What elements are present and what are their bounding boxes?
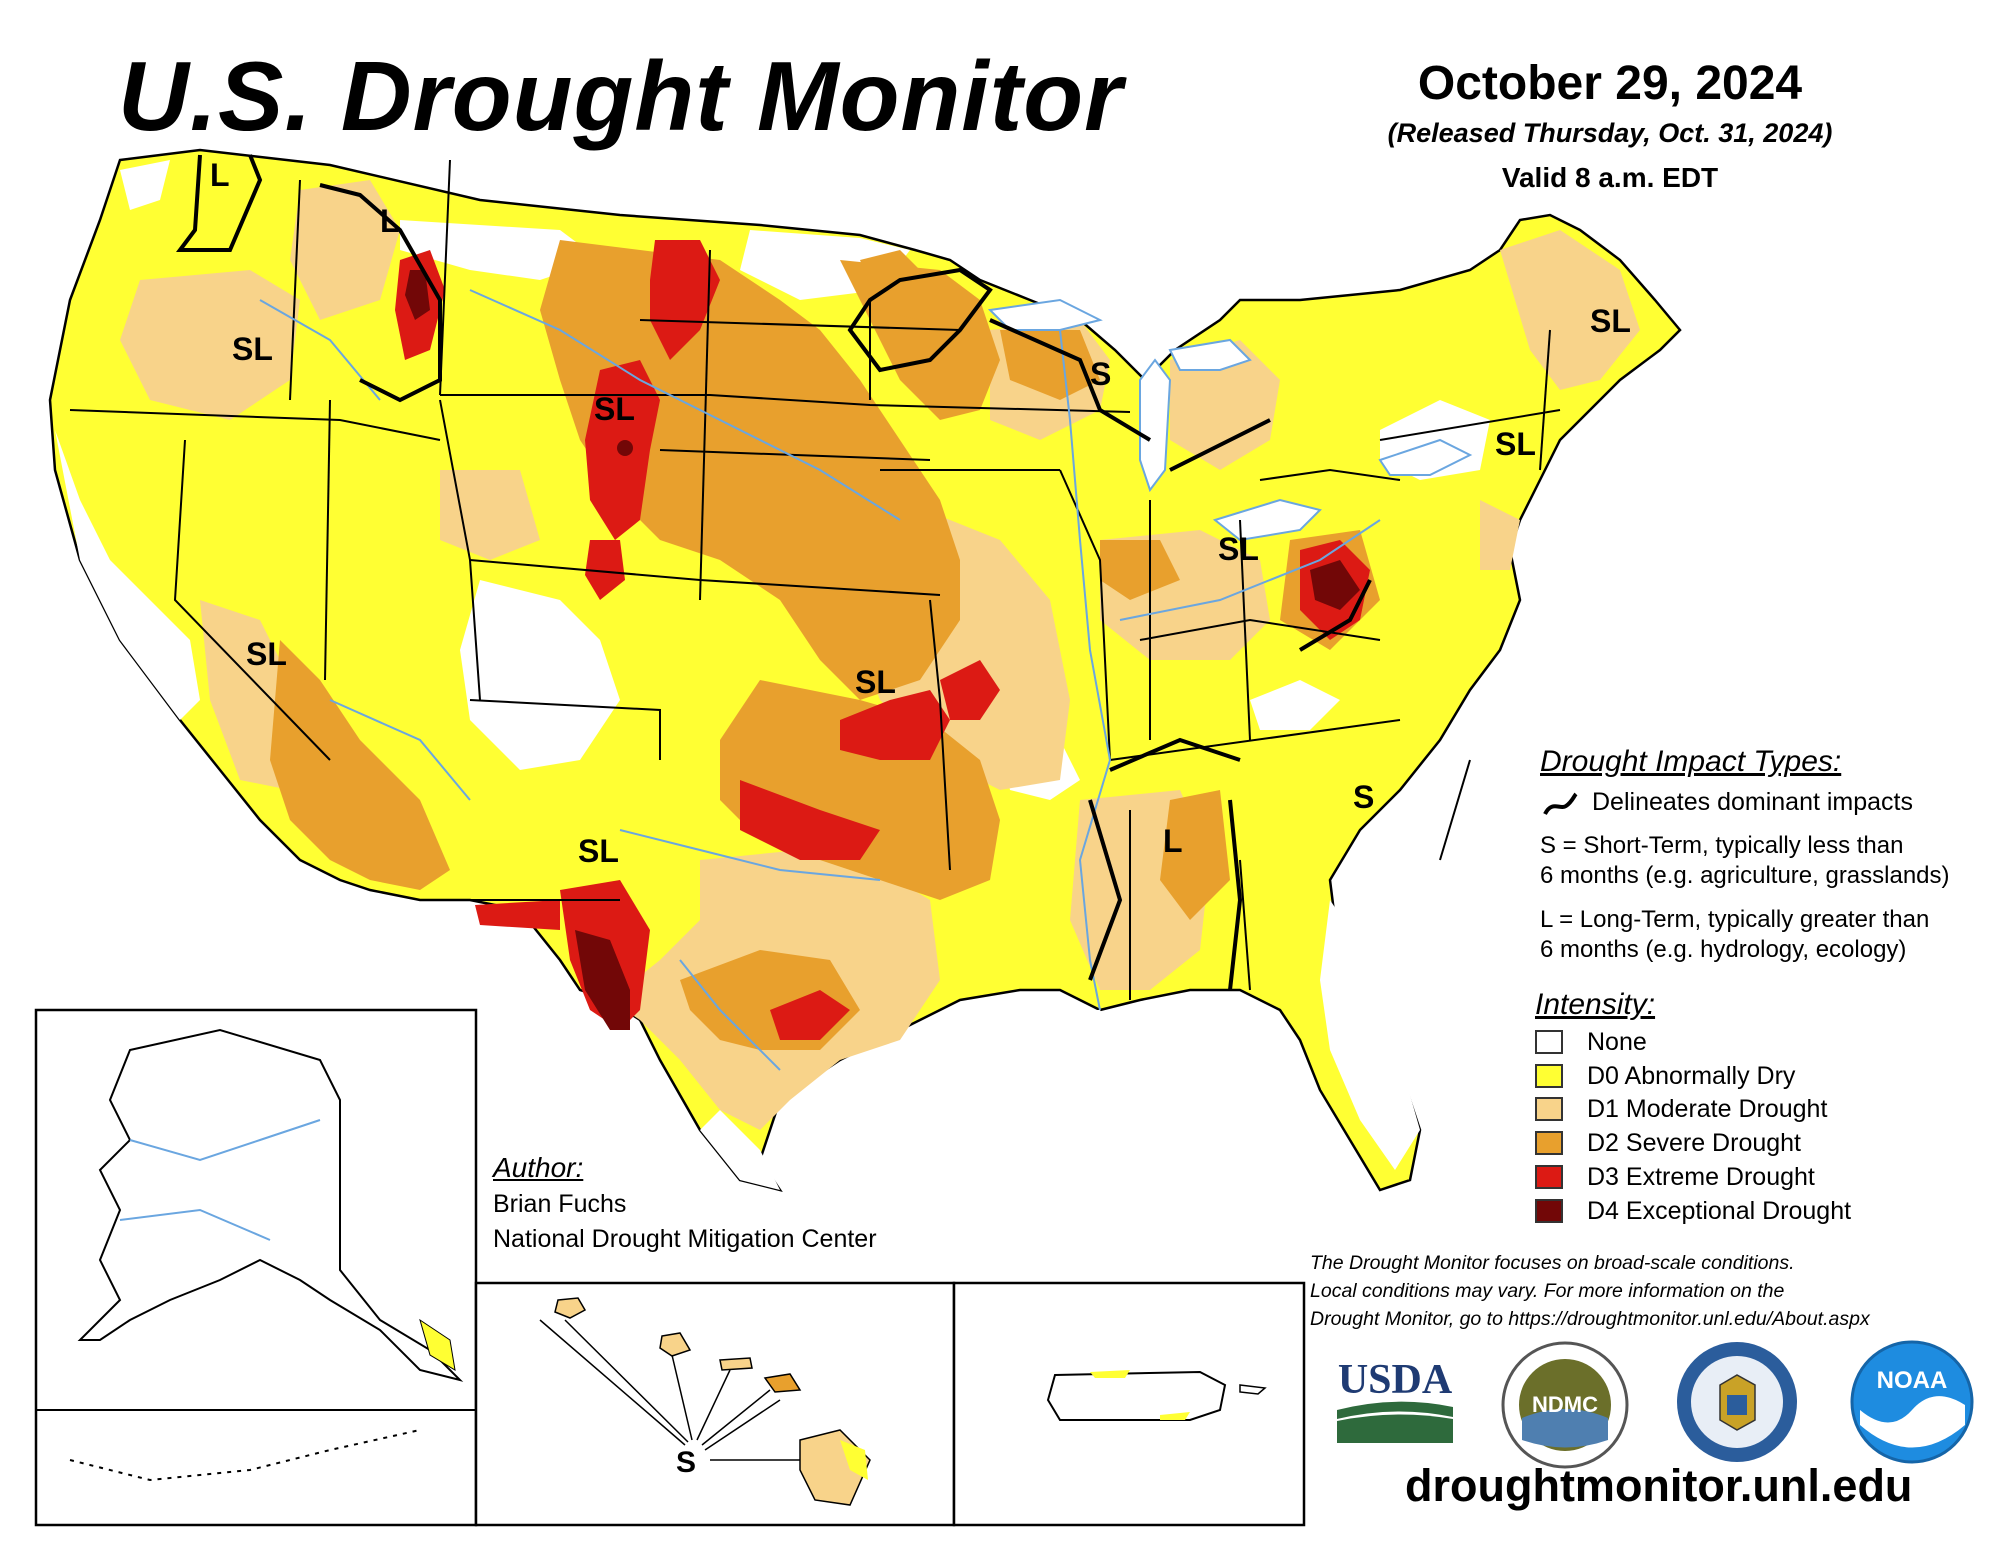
legend-swatch [1535, 1064, 1563, 1088]
legend-swatch [1535, 1199, 1563, 1223]
legend-item-d4: D4 Exceptional Drought [1535, 1196, 1851, 1226]
map-label-sl-nevada: SL [246, 636, 287, 672]
impact-delineation-lines [176, 154, 1372, 991]
legend-item-d0: D0 Abnormally Dry [1535, 1061, 1795, 1091]
map-label-s-wisconsin: S [1090, 356, 1111, 392]
rivers [259, 289, 1381, 1071]
svg-text:USDA: USDA [1338, 1357, 1453, 1403]
legend-item-none: None [1535, 1027, 1647, 1057]
website-link[interactable]: droughtmonitor.unl.edu [1405, 1460, 1913, 1511]
map-label-sl-wyoming: SL [594, 391, 635, 427]
legend-label: D0 Abnormally Dry [1587, 1061, 1796, 1090]
disclaimer-line3[interactable]: Drought Monitor, go to https://droughtmo… [1310, 1308, 1870, 1330]
map-label-l-washington: L [210, 157, 230, 193]
intensity-title: Intensity: [1535, 988, 1656, 1021]
map-date: October 29, 2024 [1417, 57, 1803, 110]
legend-swatch [1535, 1030, 1563, 1054]
impact-types-title: Drought Impact Types: [1540, 745, 1842, 778]
d4-areas [405, 270, 1360, 1030]
svg-text:NDMC: NDMC [1532, 1392, 1598, 1417]
state-borders [69, 159, 1561, 1000]
map-label-sl-kansas: SL [855, 664, 896, 700]
map-label-sl-maine: SL [1590, 303, 1631, 339]
hawaii-inset: S [474, 1281, 956, 1527]
disclaimer-line2: Local conditions may vary. For more info… [1310, 1280, 1785, 1302]
water-bodies [987, 298, 1473, 542]
delineation-line-glyph [1543, 792, 1578, 816]
page-title: U.S. Drought Monitor [118, 41, 1124, 151]
puerto-rico-inset [952, 1281, 1306, 1527]
alaska-inset [34, 1008, 478, 1527]
legend-swatch [1535, 1097, 1563, 1121]
legend-label: D2 Severe Drought [1587, 1128, 1802, 1157]
legend-item-d1: D1 Moderate Drought [1535, 1094, 1827, 1124]
author-title: Author: [493, 1152, 584, 1183]
legend-label: None [1587, 1027, 1647, 1056]
legend-item-d2: D2 Severe Drought [1535, 1128, 1801, 1158]
map-label-sl-oregon: SL [232, 331, 273, 367]
alaska-shape [77, 1028, 464, 1382]
impact-short-term-line2: 6 months (e.g. agriculture, grasslands) [1540, 862, 1950, 889]
ndmc-logo[interactable]: NDMC [1500, 1340, 1630, 1470]
impact-long-term-line1: L = Long-Term, typically greater than [1540, 906, 1930, 933]
usda-logo[interactable]: USDA [1335, 1355, 1455, 1445]
doc-seal-logo[interactable] [1675, 1340, 1800, 1465]
impact-long-term-line2: 6 months (e.g. hydrology, ecology) [1540, 936, 1907, 963]
legend-swatch [1535, 1131, 1563, 1155]
map-label-l-mississippi: L [1163, 823, 1183, 859]
legend-label: D3 Extreme Drought [1587, 1162, 1815, 1191]
disclaimer-line1: The Drought Monitor focuses on broad-sca… [1310, 1252, 1795, 1274]
map-label-l-idaho: L [380, 203, 400, 239]
map-label-s-hawaii: S [676, 1446, 696, 1479]
impact-delineates-label: Delineates dominant impacts [1592, 788, 1913, 816]
legend-item-d3: D3 Extreme Drought [1535, 1162, 1815, 1192]
author-name: Brian Fuchs [493, 1190, 627, 1218]
valid-time: Valid 8 a.m. EDT [1501, 162, 1719, 193]
impact-short-term-line1: S = Short-Term, typically less than [1540, 832, 1904, 859]
map-label-s-georgia: S [1353, 779, 1374, 815]
map-label-sl-newyork: SL [1495, 426, 1536, 462]
map-label-sl-ohio: SL [1218, 531, 1259, 567]
legend-label: D4 Exceptional Drought [1587, 1196, 1852, 1225]
svg-text:NOAA: NOAA [1877, 1367, 1948, 1394]
release-date: (Released Thursday, Oct. 31, 2024) [1387, 118, 1833, 148]
legend-swatch [1535, 1165, 1563, 1189]
legend-label: D1 Moderate Drought [1587, 1094, 1828, 1123]
author-org: National Drought Mitigation Center [493, 1225, 877, 1253]
noaa-logo[interactable]: NOAA [1850, 1340, 1975, 1465]
map-label-sl-newmexico: SL [578, 833, 619, 869]
